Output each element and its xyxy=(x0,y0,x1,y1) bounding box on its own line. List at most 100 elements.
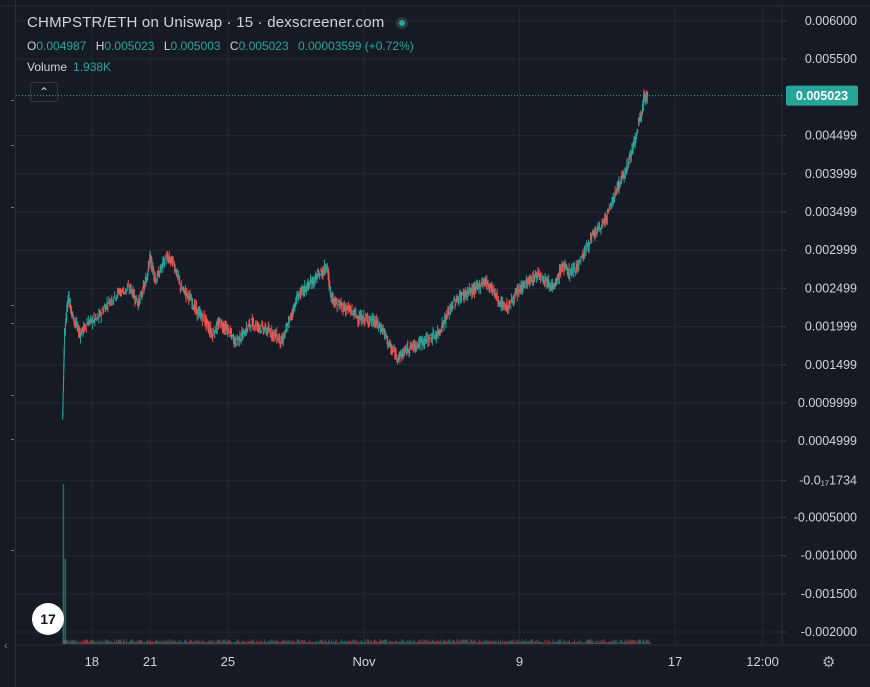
volume-bar xyxy=(266,642,268,644)
volume-bar xyxy=(510,640,512,644)
volume-bar xyxy=(134,640,136,644)
volume-bar xyxy=(204,642,206,644)
volume-bar xyxy=(289,640,291,644)
volume-bar xyxy=(194,639,196,644)
volume-bar xyxy=(646,639,648,644)
volume-bar xyxy=(363,642,365,644)
volume-bar xyxy=(405,642,407,644)
collapse-toolbar-icon[interactable]: ‹ xyxy=(4,640,8,652)
volume-bar xyxy=(182,642,184,644)
volume-bar xyxy=(351,641,353,644)
volume-bar xyxy=(161,642,163,644)
volume-bar xyxy=(483,640,485,644)
volume-bar xyxy=(243,641,245,644)
high-value: 0.005023 xyxy=(104,39,155,53)
volume-bar xyxy=(448,639,450,644)
volume-bar xyxy=(403,642,405,644)
collapse-legend-button[interactable]: ⌃ xyxy=(30,82,58,102)
volume-bar xyxy=(196,640,198,644)
volume-bar xyxy=(373,639,375,644)
volume-bar xyxy=(402,640,404,644)
volume-bar xyxy=(607,642,609,644)
volume-bar xyxy=(184,639,186,644)
volume-spike xyxy=(62,484,65,644)
volume-bar xyxy=(602,640,604,644)
volume-bars xyxy=(62,639,651,644)
volume-bar xyxy=(299,642,301,644)
volume-bar xyxy=(441,642,443,644)
volume-bar xyxy=(190,640,192,644)
volume-bar xyxy=(630,639,632,644)
volume-bar xyxy=(294,642,296,644)
volume-bar xyxy=(217,639,219,644)
volume-bar xyxy=(218,640,220,644)
volume-bar xyxy=(149,640,151,644)
volume-bar xyxy=(155,640,157,644)
volume-bar xyxy=(484,641,486,644)
low-label: L xyxy=(163,39,171,53)
volume-bar xyxy=(264,641,266,644)
volume-bar xyxy=(568,640,570,644)
volume-bar xyxy=(498,639,500,644)
volume-bar xyxy=(329,640,331,644)
volume-bar xyxy=(304,639,306,644)
pair-title: CHMPSTR/ETH on Uniswap · 15 · dexscreene… xyxy=(27,14,385,31)
volume-bar xyxy=(464,639,466,644)
volume-bar xyxy=(158,640,160,644)
toolbar-tick xyxy=(11,145,14,146)
close-label: C xyxy=(229,39,239,53)
volume-bar xyxy=(267,641,269,644)
volume-bar xyxy=(594,642,596,644)
gear-icon[interactable]: ⚙ xyxy=(822,654,836,671)
volume-bar xyxy=(168,639,170,644)
volume-bar xyxy=(475,642,477,644)
volume-bar xyxy=(515,641,517,644)
volume-bar xyxy=(300,640,302,644)
volume-bar xyxy=(362,641,364,644)
tradingview-logo[interactable]: 17 xyxy=(32,603,64,635)
volume-bar xyxy=(583,642,585,644)
volume-bar xyxy=(319,640,321,644)
volume-bar xyxy=(167,641,169,644)
volume-bar xyxy=(588,639,590,644)
volume-bar xyxy=(155,640,157,644)
volume-bar xyxy=(146,640,148,644)
volume-bar xyxy=(584,641,586,644)
volume-bar xyxy=(323,642,325,644)
volume-bar xyxy=(647,639,649,644)
volume-bar xyxy=(208,640,210,644)
volume-bar xyxy=(516,639,518,644)
volume-readout: Volume 1.938K xyxy=(27,60,111,74)
volume-bar xyxy=(451,641,453,644)
volume-bar xyxy=(85,639,87,644)
volume-bar xyxy=(330,639,332,644)
volume-bar xyxy=(604,639,606,644)
volume-bar xyxy=(365,642,367,644)
volume-bar xyxy=(419,639,421,644)
volume-bar xyxy=(582,642,584,644)
volume-bar xyxy=(344,641,346,644)
volume-bar xyxy=(436,640,438,644)
volume-bar xyxy=(409,641,411,644)
x-tick-label: 9 xyxy=(516,654,523,669)
volume-bar xyxy=(480,642,482,644)
volume-bar xyxy=(283,640,285,644)
volume-bar xyxy=(189,640,191,644)
volume-bar xyxy=(336,642,338,644)
volume-bar xyxy=(366,639,368,644)
volume-bar xyxy=(447,640,449,644)
volume-bar xyxy=(550,642,552,644)
volume-bar xyxy=(611,640,613,644)
volume-bar xyxy=(354,641,356,644)
volume-bar xyxy=(165,641,167,644)
volume-bar xyxy=(306,642,308,644)
volume-bar xyxy=(305,642,307,644)
volume-bar xyxy=(346,641,348,644)
volume-bar xyxy=(92,640,94,644)
volume-bar xyxy=(186,641,188,644)
volume-bar xyxy=(322,640,324,644)
volume-bar xyxy=(240,642,242,644)
volume-bar xyxy=(481,642,483,644)
volume-bar xyxy=(567,641,569,644)
